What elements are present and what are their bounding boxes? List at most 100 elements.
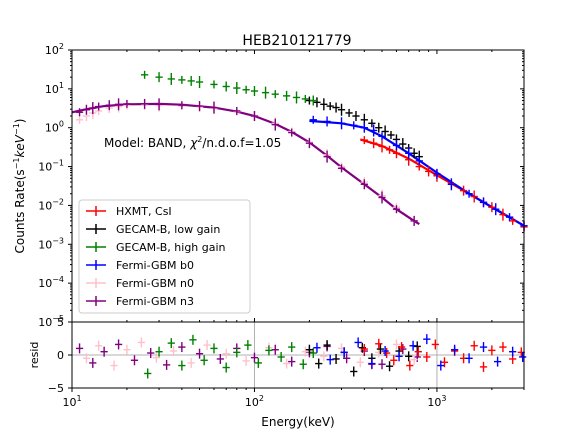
y-tick-label: 10−3	[38, 236, 64, 251]
resid-point	[189, 334, 197, 345]
resid-point	[326, 354, 334, 365]
resid-point	[368, 358, 376, 369]
data-point	[337, 117, 346, 130]
series-points	[309, 115, 528, 231]
resid-point	[187, 357, 195, 368]
resid-point	[288, 356, 296, 367]
resid-y-tick-label: −5	[48, 382, 64, 395]
data-point	[368, 119, 376, 128]
data-point	[415, 156, 423, 165]
legend-label: Fermi-GBM n3	[116, 295, 194, 308]
resid-point	[288, 342, 296, 353]
data-point	[392, 205, 401, 214]
legend-label: GECAM-B, high gain	[116, 241, 226, 254]
resid-point	[479, 342, 488, 353]
data-point	[370, 124, 378, 137]
data-point	[433, 168, 441, 179]
data-point	[288, 128, 296, 137]
data-point	[105, 100, 113, 111]
data-point	[337, 164, 346, 173]
data-point	[271, 90, 279, 99]
resid-point	[137, 337, 145, 348]
resid-point	[493, 356, 502, 367]
resid-point	[203, 340, 211, 351]
data-point	[392, 140, 401, 151]
resid-point	[323, 340, 331, 351]
data-point	[352, 111, 360, 122]
data-point	[250, 86, 259, 97]
resid-point	[75, 343, 84, 354]
resid-point	[414, 346, 422, 357]
legend-entry: HXMT, CsI	[86, 205, 172, 218]
resid-point	[409, 340, 417, 351]
annotation-suffix: /n.d.o.f=1.05	[202, 136, 281, 150]
data-point	[75, 115, 84, 124]
resid-point	[315, 358, 323, 369]
resid-point	[277, 351, 285, 362]
resid-point	[309, 348, 317, 359]
resid-point	[82, 353, 91, 364]
x-tick-label: 102	[245, 394, 264, 409]
data-point	[370, 138, 378, 149]
data-point	[360, 179, 368, 190]
resid-point	[210, 343, 218, 354]
resid-point	[167, 338, 175, 349]
resid-point	[378, 359, 386, 370]
resid-y-tick-label: 5	[57, 316, 64, 329]
annotation-prefix: Model: BAND,	[104, 136, 190, 150]
annotation-sup: 2	[197, 135, 202, 144]
data-point	[360, 136, 368, 145]
resid-point	[155, 346, 163, 357]
data-point	[233, 82, 241, 95]
data-point	[141, 98, 149, 109]
data-point	[378, 191, 386, 204]
resid-point	[375, 338, 383, 349]
data-point	[195, 101, 204, 112]
resid-point	[271, 344, 279, 355]
ylabel-end: )	[13, 119, 27, 124]
data-point	[488, 202, 496, 213]
ylabel-mid: keV	[13, 134, 27, 157]
resid-point	[381, 346, 389, 357]
resid-point	[313, 342, 321, 353]
data-point	[167, 72, 175, 85]
resid-point	[169, 346, 178, 357]
data-point	[210, 101, 218, 114]
resid-point	[509, 346, 517, 357]
resid-data-points	[75, 334, 527, 379]
data-point	[250, 111, 259, 122]
resid-point	[354, 337, 362, 348]
chart-title: HEB210121779	[242, 33, 351, 49]
ylabel-exp1: −1	[12, 158, 21, 170]
resid-series-points	[313, 334, 527, 371]
resid-point	[130, 355, 139, 366]
resid-point	[440, 357, 449, 368]
resid-point	[431, 339, 439, 350]
resid-point	[282, 358, 291, 369]
data-point	[155, 98, 163, 111]
data-point	[95, 102, 103, 111]
x-tick-label: 103	[427, 394, 446, 409]
legend-label: Fermi-GBM n0	[116, 277, 194, 290]
legend-entry: Fermi-GBM b0	[86, 259, 194, 272]
data-point	[178, 101, 186, 110]
resid-point	[147, 348, 155, 359]
resid-point	[399, 344, 407, 355]
data-point	[292, 91, 301, 104]
legend-entry: GECAM-B, low gain	[86, 223, 220, 236]
y-tick-label: 102	[45, 42, 64, 57]
resid-point	[144, 368, 152, 379]
x-tick-label: 101	[62, 394, 81, 409]
data-point	[89, 102, 97, 115]
resid-point	[152, 352, 160, 363]
data-point	[424, 166, 433, 177]
data-point	[301, 94, 309, 103]
legend: HXMT, CsI GECAM-B, low gain GECAM-B, hig…	[78, 199, 251, 314]
data-point	[309, 115, 317, 124]
data-point	[178, 75, 186, 84]
data-point	[345, 108, 353, 117]
data-point	[350, 121, 358, 130]
data-point	[282, 90, 291, 101]
data-point	[479, 197, 488, 208]
resid-point	[340, 347, 348, 358]
